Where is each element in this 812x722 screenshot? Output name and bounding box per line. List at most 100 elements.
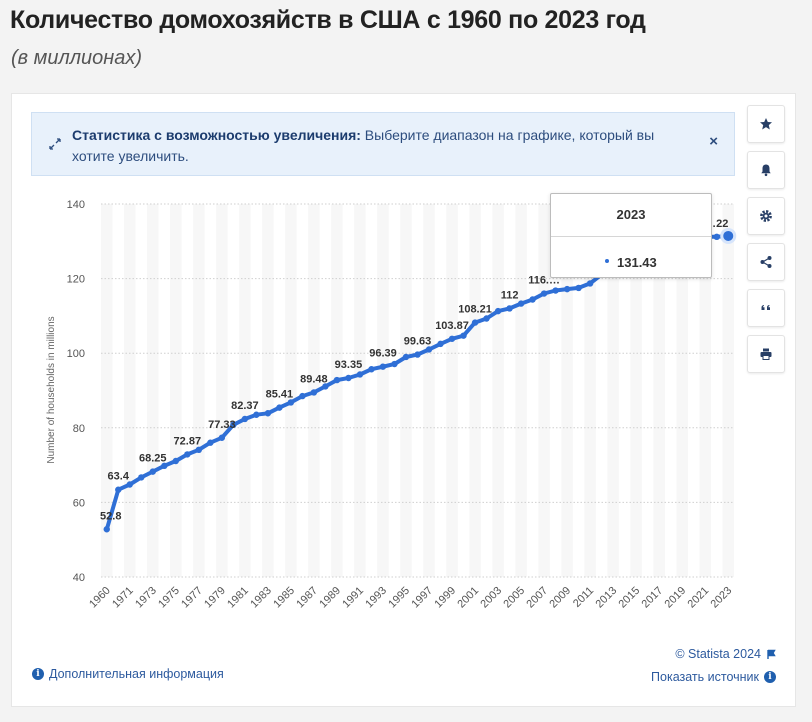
data-point — [207, 439, 214, 446]
data-point — [126, 481, 133, 488]
data-point — [368, 366, 375, 373]
cite-button[interactable] — [747, 289, 785, 327]
x-tick-label: 1977 — [179, 585, 205, 611]
data-point — [437, 340, 444, 348]
info-icon: i — [764, 671, 776, 683]
flag-icon[interactable] — [766, 649, 776, 660]
data-label: 63.4 — [108, 471, 130, 483]
x-tick-label: 2009 — [547, 585, 573, 611]
plot-band — [538, 204, 550, 577]
data-point — [333, 376, 341, 384]
plot-band — [147, 204, 159, 577]
y-tick-label: 120 — [67, 274, 85, 286]
plot-band — [584, 204, 596, 577]
plot-band — [331, 204, 343, 577]
data-point — [720, 227, 737, 244]
favorite-button[interactable] — [747, 105, 785, 143]
data-label: 52.8 — [100, 510, 121, 522]
share-icon — [760, 256, 772, 268]
plot-band — [354, 204, 366, 577]
x-tick-label: 1991 — [340, 585, 366, 611]
more-info-label: Дополнительная информация — [49, 667, 224, 681]
x-tick-label: 1985 — [271, 585, 297, 611]
data-point — [356, 371, 364, 378]
data-point — [414, 351, 421, 358]
plot-band — [239, 204, 251, 577]
x-tick-label: 1993 — [363, 585, 389, 611]
x-tick-label: 2019 — [663, 585, 689, 611]
expand-icon — [48, 137, 62, 151]
data-point — [276, 404, 283, 411]
x-tick-label: 1989 — [317, 585, 343, 611]
copyright: © Statista 2024 — [675, 647, 776, 661]
data-point — [713, 233, 720, 241]
show-source-link[interactable]: Показать источник i — [651, 670, 776, 684]
tooltip-year: 2023 — [616, 207, 646, 222]
data-point — [322, 383, 329, 390]
data-label: 99.63 — [404, 336, 432, 348]
y-tick-label: 40 — [73, 572, 85, 584]
data-label: 103.87 — [435, 320, 469, 332]
tooltip-separator — [551, 236, 711, 237]
x-tick-label: 2015 — [616, 585, 642, 611]
data-label: 82.37 — [231, 400, 259, 412]
data-point — [287, 399, 295, 406]
quote-icon — [761, 305, 770, 310]
data-point — [425, 346, 433, 353]
plot-band — [722, 204, 734, 577]
data-point — [460, 332, 467, 339]
notification-button[interactable] — [747, 151, 785, 189]
plot-band — [561, 204, 573, 577]
data-point — [529, 296, 536, 303]
star-icon — [760, 118, 772, 130]
x-tick-label: 2011 — [571, 585, 596, 610]
data-point — [471, 319, 479, 326]
data-point — [540, 290, 548, 297]
data-point — [172, 457, 180, 465]
data-point — [483, 315, 490, 322]
plot-band — [216, 204, 228, 577]
data-point — [138, 474, 145, 481]
data-point — [115, 486, 122, 493]
copyright-text: © Statista 2024 — [675, 647, 761, 661]
more-info-link[interactable]: i Дополнительная информация — [32, 667, 224, 681]
data-point — [552, 287, 559, 294]
y-axis-label: Number of households in millions — [46, 316, 57, 463]
data-label: 89.48 — [300, 373, 328, 385]
x-tick-label: 2013 — [593, 585, 619, 611]
share-button[interactable] — [747, 243, 785, 281]
data-point — [253, 411, 260, 418]
data-point — [575, 284, 582, 292]
info-icon: i — [32, 668, 44, 680]
print-button[interactable] — [747, 335, 785, 373]
x-tick-label: 2007 — [524, 585, 550, 611]
zoom-info-banner: Статистика с возможностью увеличения: Вы… — [31, 112, 735, 176]
data-point — [402, 353, 410, 361]
data-label: 77.33 — [208, 419, 236, 431]
plot-band — [170, 204, 182, 577]
data-label: 108.21 — [458, 304, 492, 316]
plot-band — [262, 204, 274, 577]
y-tick-label: 140 — [67, 199, 85, 211]
data-point — [184, 451, 191, 458]
data-point — [506, 305, 513, 312]
data-label: 72.87 — [174, 435, 202, 447]
x-tick-label: 2005 — [501, 585, 527, 611]
plot-band — [492, 204, 504, 577]
plot-band — [423, 204, 435, 577]
plot-band — [101, 204, 113, 577]
data-point — [345, 374, 352, 382]
page-subtitle: (в миллионах) — [11, 47, 143, 69]
data-point — [391, 360, 398, 368]
plot-band — [285, 204, 297, 577]
x-tick-label: 1987 — [294, 585, 320, 611]
data-point — [563, 285, 571, 293]
data-point — [517, 300, 525, 307]
x-tick-label: 1997 — [409, 585, 435, 611]
settings-button[interactable] — [747, 197, 785, 235]
y-tick-label: 80 — [73, 423, 85, 435]
data-point — [218, 434, 226, 441]
plot-band — [377, 204, 389, 577]
close-banner-button[interactable]: × — [709, 133, 718, 150]
